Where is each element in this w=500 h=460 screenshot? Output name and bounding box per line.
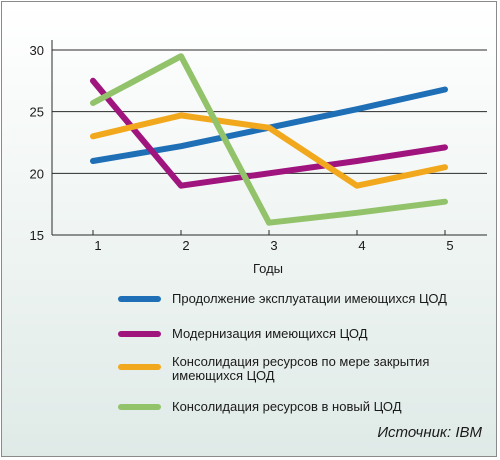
series-line-2 (90, 77, 448, 189)
axes (51, 40, 487, 236)
y-tick-label-15: 15 (30, 228, 44, 243)
x-tick-label-2: 2 (182, 238, 189, 253)
legend-label-1: Продолжение эксплуатации имеющихся ЦОД (172, 291, 447, 306)
y-tick-label-30: 30 (30, 43, 44, 58)
x-tick-label-5: 5 (446, 238, 453, 253)
y-tick-label-25: 25 (30, 105, 44, 120)
tick-labels: 15 20 25 30 1 2 3 4 5 (30, 43, 454, 253)
series-line-3 (90, 112, 448, 189)
series-lines (90, 53, 448, 226)
legend-label-3-line-2: имеющихся ЦОД (172, 368, 275, 383)
legend: Продолжение эксплуатации имеющихся ЦОД Мо… (118, 291, 447, 414)
legend-label-2: Модернизация имеющихся ЦОД (172, 326, 368, 341)
series-line-4 (90, 53, 448, 226)
source-note: Источник: IBM (377, 424, 482, 441)
x-tick-label-1: 1 (94, 238, 101, 253)
x-axis-title: Годы (253, 261, 283, 276)
y-tick-label-20: 20 (30, 166, 44, 181)
x-tick-label-4: 4 (358, 238, 365, 253)
x-tick-label-3: 3 (270, 238, 277, 253)
legend-label-3-line-1: Консолидация ресурсов по мере закрытия (172, 354, 429, 369)
legend-label-4: Консолидация ресурсов в новый ЦОД (172, 399, 402, 414)
